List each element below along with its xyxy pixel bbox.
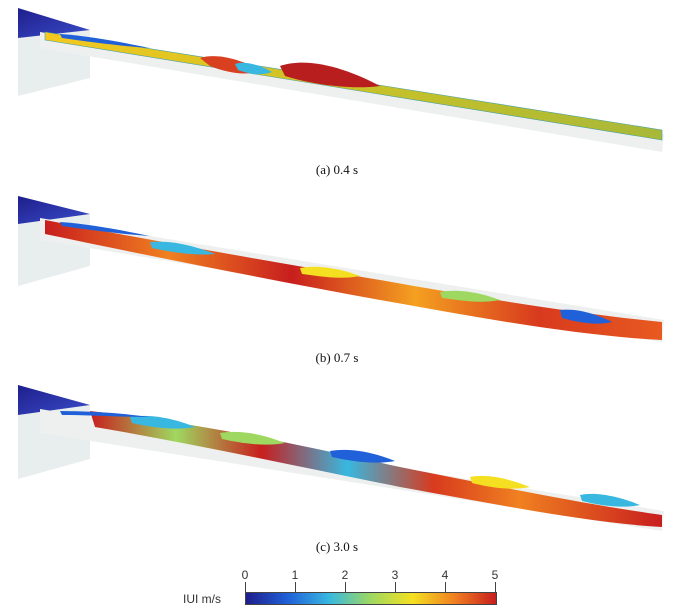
colorbar-gradient: [245, 592, 497, 605]
eddy-4: [560, 309, 612, 324]
wave-front-3: [235, 62, 272, 75]
eddy-4: [470, 475, 530, 489]
colorbar-tick-label: 1: [291, 568, 299, 582]
panel-c: (c) 3.0 s: [0, 375, 674, 554]
eddy-1: [150, 241, 215, 255]
colorbar-tick: [445, 582, 446, 592]
colorbar-title: IUI m/s: [183, 592, 221, 606]
colorbar-tick-label: 2: [341, 568, 349, 582]
colorbar-tick: [245, 582, 246, 592]
inlet-plane: [18, 8, 90, 38]
colorbar-tick-label: 4: [441, 568, 449, 582]
panel-a: (a) 0.4 s: [0, 0, 674, 177]
inlet-plane: [18, 196, 90, 224]
colorbar: IUI m/s 0 1 2 3 4 5: [175, 568, 515, 606]
eddy-3: [440, 290, 500, 302]
panel-c-image: [18, 385, 664, 531]
caption-a: (a) 0.4 s: [315, 162, 359, 177]
panel-b-image: [18, 196, 664, 342]
eddy-5: [580, 493, 640, 507]
inlet-jet: [60, 411, 150, 417]
colorbar-tick: [395, 582, 396, 592]
colorbar-tick-label: 5: [491, 568, 499, 582]
eddy-1: [130, 415, 195, 429]
panel-a-image: [18, 8, 664, 152]
wave-front-2: [280, 62, 380, 88]
panel-b: (b) 0.7 s: [0, 190, 674, 365]
eddy-2: [300, 266, 360, 278]
colorbar-tick-label: 0: [241, 568, 249, 582]
colorbar-tick-label: 3: [391, 568, 399, 582]
inlet-plane: [18, 385, 90, 415]
eddy-2: [220, 431, 285, 445]
caption-b: (b) 0.7 s: [315, 350, 359, 365]
colorbar-tick: [295, 582, 296, 592]
colorbar-tick: [345, 582, 346, 592]
eddy-3: [330, 449, 395, 463]
inlet-jet: [60, 222, 150, 236]
inlet-jet: [60, 34, 150, 48]
caption-c: (c) 3.0 s: [315, 539, 359, 554]
colorbar-tick: [495, 582, 496, 592]
flow-surface: [45, 220, 662, 340]
